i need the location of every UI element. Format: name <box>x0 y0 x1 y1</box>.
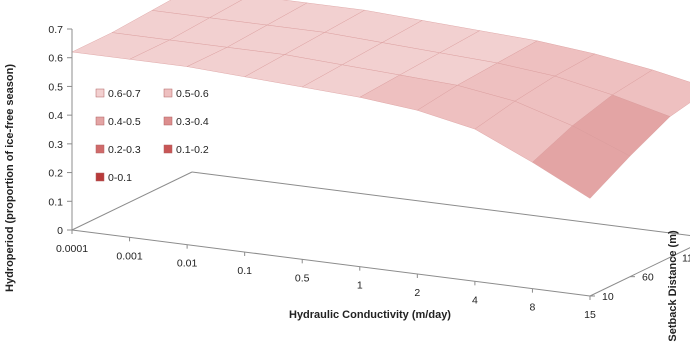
axes-layer: 0 0.1 0.2 0.3 0.4 0.5 0.6 0.7 0.0001 0.001 0.01 0.1… <box>48 24 690 321</box>
y-tick-label: 0.3 <box>48 139 63 151</box>
legend-swatch <box>95 144 105 154</box>
y-tick-label: 0.7 <box>48 24 63 36</box>
x-tick-label: 4 <box>472 294 478 306</box>
x-tick-label: 0.0001 <box>56 243 88 255</box>
legend: 0.6-0.7 0.5-0.6 0.4-0.5 0.3-0.4 0.2-0.3 0.1-0… <box>95 88 209 184</box>
legend-label: 0.2-0.3 <box>108 144 141 156</box>
x-tick-label: 0.5 <box>295 272 310 284</box>
legend-label: 0.5-0.6 <box>176 88 209 100</box>
legend-label: 0.3-0.4 <box>176 116 209 128</box>
floor-back-edge <box>191 171 690 236</box>
legend-swatch <box>163 144 173 154</box>
legend-label: 0.1-0.2 <box>176 144 209 156</box>
y-tick-label: 0 <box>57 225 63 237</box>
z-tick-label: 10 <box>602 291 614 303</box>
z-axis-title: Setback Distance (m) <box>667 230 679 342</box>
legend-swatch <box>163 116 173 126</box>
legend-label: 0.6-0.7 <box>108 88 141 100</box>
z-tick-label: 110 <box>682 252 690 264</box>
x-tick-label: 8 <box>530 302 536 314</box>
x-tick-label: 0.001 <box>116 250 142 262</box>
y-tick-label: 0.5 <box>48 81 63 93</box>
z-tick-label: 60 <box>642 272 654 284</box>
y-tick-label: 0.6 <box>48 53 63 65</box>
y-tick-label: 0.1 <box>48 196 63 208</box>
floor-left-edge <box>71 171 193 231</box>
z-axis-line <box>589 247 690 297</box>
surface-layer <box>71 0 690 199</box>
legend-swatch <box>95 116 105 126</box>
x-tick-label: 2 <box>414 287 420 299</box>
surface-cell <box>532 125 631 199</box>
x-tick-label: 15 <box>584 309 596 321</box>
y-tick-label: 0.4 <box>48 110 63 122</box>
x-axis-line <box>71 229 591 297</box>
x-axis-title: Hydraulic Conductivity (m/day) <box>289 309 451 321</box>
x-tick-label: 0.1 <box>237 265 252 277</box>
legend-label: 0.4-0.5 <box>108 116 141 128</box>
legend-label: 0-0.1 <box>108 172 132 184</box>
legend-swatch <box>95 172 105 182</box>
y-axis-title: Hydroperiod (proportion of ice-free seas… <box>4 64 16 292</box>
y-tick-label: 0.2 <box>48 168 63 180</box>
x-tick-label: 0.01 <box>177 258 198 270</box>
legend-swatch <box>163 88 173 98</box>
x-tick-label: 1 <box>357 280 363 292</box>
legend-swatch <box>95 88 105 98</box>
